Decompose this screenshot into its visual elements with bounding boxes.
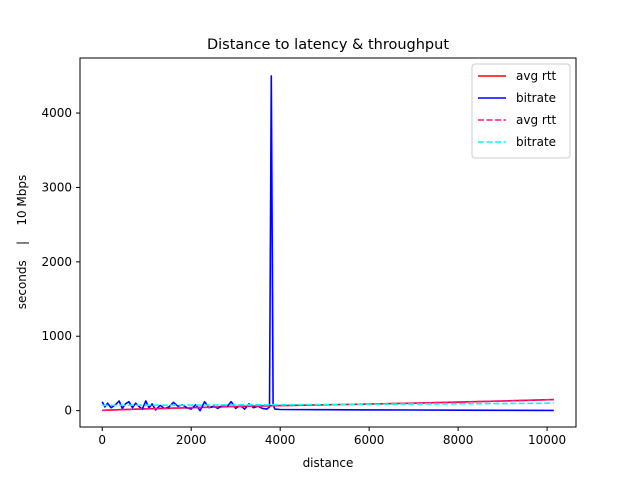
legend-label: avg rtt	[516, 113, 557, 127]
legend-label: avg rtt	[516, 69, 557, 83]
series-layer	[101, 75, 554, 412]
y-tick-label: 0	[64, 404, 72, 418]
legend: avg rtt bitrate avg rtt bitrate	[471, 63, 571, 159]
x-tick-label: 4000	[265, 433, 296, 447]
y-tick-label: 4000	[41, 106, 72, 120]
x-tick-label: 0	[98, 433, 106, 447]
plot-frame	[79, 57, 577, 428]
x-tick-label: 2000	[176, 433, 207, 447]
legend-box	[471, 63, 571, 159]
x-axis-label: distance	[303, 456, 354, 470]
y-axis-label: seconds | 10 Mbps	[15, 175, 29, 310]
x-axis-ticks: 0 2000 4000 6000 8000 10000	[98, 427, 566, 447]
y-tick-label: 2000	[41, 255, 72, 269]
y-tick-label: 1000	[41, 329, 72, 343]
y-tick-label: 3000	[41, 180, 72, 194]
series-line-3-bitrate	[102, 402, 554, 407]
chart-title: Distance to latency & throughput	[207, 37, 449, 53]
legend-label: bitrate	[516, 91, 556, 105]
legend-label: bitrate	[516, 135, 556, 149]
y-axis-ticks: 0 1000 2000 3000 4000	[41, 106, 80, 418]
x-tick-label: 6000	[354, 433, 385, 447]
x-tick-label: 8000	[443, 433, 474, 447]
x-tick-label: 10000	[528, 433, 566, 447]
